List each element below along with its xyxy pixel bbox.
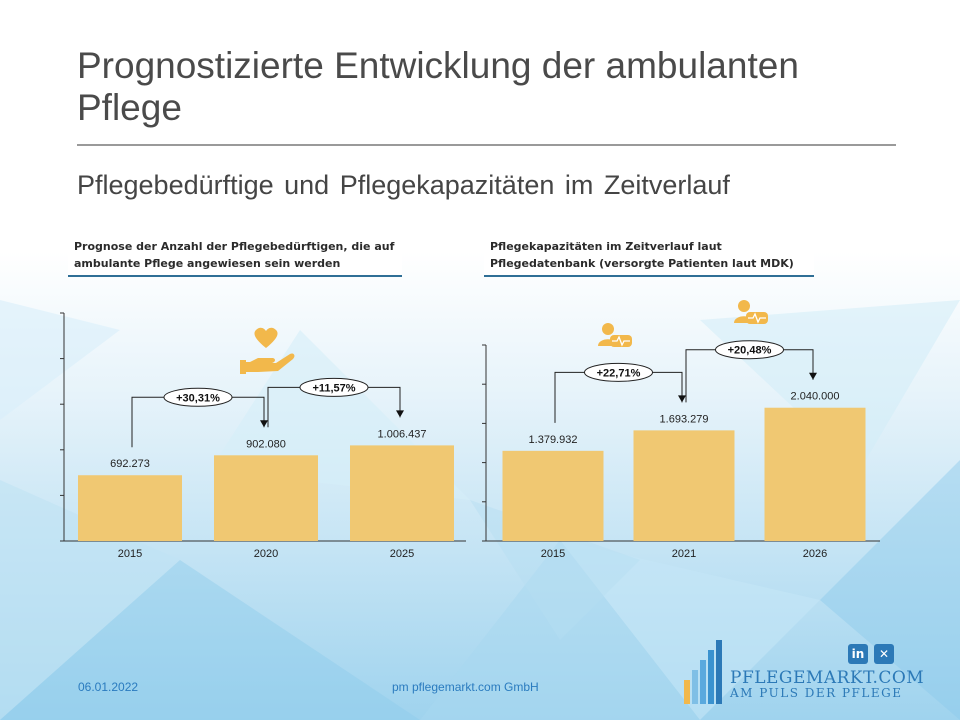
linkedin-icon[interactable]: in	[848, 644, 868, 664]
bar-2020	[214, 455, 318, 541]
brand-logo[interactable]: PFLEGEMARKT.COM AM PULS DER PFLEGE	[730, 668, 924, 700]
data-label-2021: 1.693.279	[660, 413, 709, 425]
growth-badge	[584, 362, 653, 382]
slide-subtitle: Pflegebedürftige und Pflegekapazitäten i…	[77, 170, 730, 200]
bar-2015	[78, 475, 182, 541]
heart-in-hand-icon	[240, 327, 295, 374]
brand-name: PFLEGEMARKT.COM	[730, 668, 925, 688]
growth-arrowhead	[809, 372, 817, 380]
data-label-2015: 692.273	[110, 458, 150, 470]
slide-title: Prognostizierte Entwicklung der ambulant…	[77, 45, 799, 128]
bar-2026	[764, 407, 866, 541]
growth-arrowhead	[260, 420, 268, 428]
data-label-2026: 2.040.000	[791, 391, 840, 403]
growth-arrowhead	[396, 410, 404, 418]
x-tick-label-2021: 2021	[672, 548, 696, 560]
growth-arrowhead	[678, 395, 686, 403]
bar-2025	[350, 445, 454, 541]
x-tick-label-2015: 2015	[541, 548, 565, 560]
nurse-icon	[734, 300, 768, 324]
left-chart-title: Prognose der Anzahl der Pflegebedürftige…	[68, 235, 402, 277]
right-chart-title: Pflegekapazitäten im Zeitverlauf laut Pf…	[484, 235, 814, 277]
title-divider	[77, 144, 896, 146]
xing-icon[interactable]: ✕	[874, 644, 894, 664]
data-label-2020: 902.080	[246, 438, 286, 450]
growth-label: +20,48%	[728, 345, 772, 357]
data-label-2025: 1.006.437	[378, 428, 427, 440]
footer-company: pm pflegemarkt.com GmbH	[392, 680, 539, 694]
data-label-2015: 1.379.932	[529, 434, 578, 446]
brand-logo-mark	[684, 640, 722, 704]
x-tick-label-2026: 2026	[803, 548, 827, 560]
growth-label: +11,57%	[312, 382, 355, 394]
growth-badge	[299, 377, 369, 397]
bar-2021	[633, 430, 735, 541]
footer-date: 06.01.2022	[78, 680, 139, 694]
growth-badge	[163, 387, 233, 407]
x-tick-label-2025: 2025	[390, 548, 414, 560]
brand-tagline: AM PULS DER PFLEGE	[730, 686, 903, 700]
x-tick-label-2020: 2020	[254, 548, 278, 560]
x-tick-label-2015: 2015	[118, 548, 142, 560]
growth-badge	[715, 340, 784, 360]
nurse-icon	[598, 323, 632, 347]
growth-label: +30,31%	[176, 392, 220, 404]
bar-2015	[502, 450, 604, 541]
growth-label: +22,71%	[597, 367, 641, 379]
